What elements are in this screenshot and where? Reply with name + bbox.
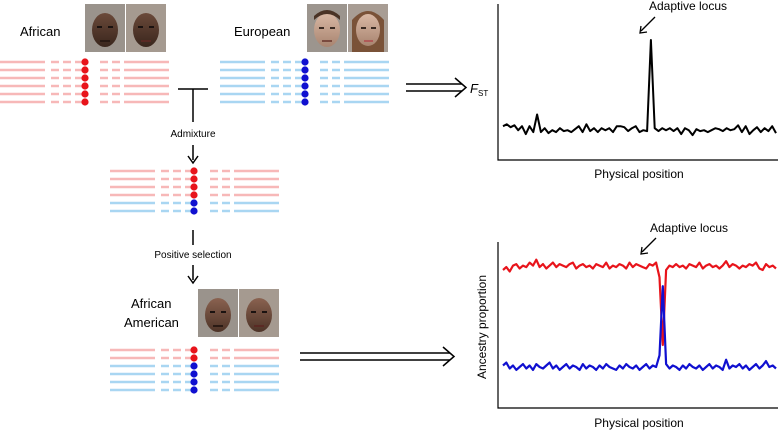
fst-ylabel-sub: ST: [478, 89, 488, 98]
selected-allele-dot: [190, 378, 198, 386]
selection-arrowhead: [187, 275, 199, 285]
selected-allele-dot: [190, 386, 198, 394]
haplotype-row: [110, 370, 279, 378]
haplotype-row: [0, 74, 169, 82]
selected-allele-dot: [190, 175, 198, 183]
haplotype-row: [0, 66, 169, 74]
haplotype-row: [0, 98, 169, 106]
african-american-label-line1: African: [131, 296, 171, 311]
haplotype-row: [0, 82, 169, 90]
selected-allele-dot: [190, 191, 198, 199]
haplotype-row: [110, 346, 279, 354]
ancestry-xlabel: Physical position: [594, 416, 683, 430]
fst-annotation-arrow: [640, 16, 656, 32]
selected-allele-dot: [190, 167, 198, 175]
selected-allele-dot: [301, 90, 309, 98]
haplotype-row: [220, 98, 389, 106]
selected-allele-dot: [81, 58, 89, 66]
african-haplotypes: [0, 58, 169, 106]
selected-allele-dot: [190, 362, 198, 370]
selected-allele-dot: [190, 183, 198, 191]
african-faces: [85, 4, 166, 52]
admixed-haplotypes: [110, 167, 279, 215]
haplotype-row: [220, 74, 389, 82]
face-photo-male-icon: [198, 289, 238, 337]
selected-allele-dot: [190, 199, 198, 207]
face-photo-male-icon: [85, 4, 125, 52]
face-photo-female-icon: [239, 289, 279, 337]
selected-allele-dot: [81, 66, 89, 74]
haplotype-row: [0, 90, 169, 98]
haplotype-row: [220, 58, 389, 66]
european-haplotypes: [220, 58, 389, 106]
fst-annotation: Adaptive locus: [649, 0, 727, 13]
ancestry-annotation-arrow: [641, 237, 657, 253]
selected-allele-dot: [301, 58, 309, 66]
haplotype-row: [110, 183, 279, 191]
selected-allele-dot: [301, 74, 309, 82]
selected-allele-dot: [81, 82, 89, 90]
haplotype-row: [110, 378, 279, 386]
fst-series-line: [502, 39, 777, 137]
fst-annotation-arrowhead: [639, 25, 648, 34]
haplotype-row: [110, 167, 279, 175]
admixture-arrowhead: [187, 155, 199, 165]
ancestry-ylabel: Ancestry proportion: [475, 275, 489, 379]
african-american-faces: [198, 289, 279, 337]
haplotype-row: [110, 354, 279, 362]
african-label: African: [20, 24, 60, 39]
european-ancestry-line: [502, 285, 777, 371]
selected-allele-dot: [81, 74, 89, 82]
ancestry-plot: Ancestry proportion Physical position Ad…: [475, 221, 778, 430]
haplotype-row: [220, 90, 389, 98]
ancestry-annotation: Adaptive locus: [650, 221, 728, 235]
haplotype-row: [110, 199, 279, 207]
fst-plot: F ST Physical position Adaptive locus: [470, 0, 778, 181]
african-american-label-line2: American: [124, 315, 179, 330]
selected-allele-dot: [301, 82, 309, 90]
haplotype-row: [220, 66, 389, 74]
ancestry-annotation-arrowhead: [640, 246, 649, 255]
african-ancestry-line: [502, 258, 777, 347]
selected-allele-dot: [190, 370, 198, 378]
haplotype-row: [220, 82, 389, 90]
african-american-haplotypes: [110, 346, 279, 394]
selected-allele-dot: [190, 207, 198, 215]
fst-axes: [497, 4, 778, 161]
haplotype-row: [0, 58, 169, 66]
selected-allele-dot: [301, 98, 309, 106]
admixture-connector: [178, 88, 208, 122]
face-photo-male-icon: [307, 4, 347, 52]
fst-xlabel: Physical position: [594, 167, 683, 181]
selected-allele-dot: [81, 90, 89, 98]
selected-allele-dot: [190, 346, 198, 354]
haplotype-row: [110, 362, 279, 370]
selected-allele-dot: [190, 354, 198, 362]
face-photo-female-icon: [126, 4, 166, 52]
double-arrow-to-ancestry: [300, 346, 456, 367]
fst-ylabel-main: F: [470, 81, 479, 96]
selected-allele-dot: [301, 66, 309, 74]
haplotype-row: [110, 386, 279, 394]
european-label: European: [234, 24, 290, 39]
haplotype-row: [110, 207, 279, 215]
european-faces: [307, 4, 388, 52]
ancestry-axes: [497, 242, 778, 409]
admixture-label: Admixture: [170, 129, 215, 140]
face-photo-female-icon: [348, 4, 388, 52]
double-arrow-to-fst: [406, 77, 468, 98]
haplotype-row: [110, 175, 279, 183]
haplotype-row: [110, 191, 279, 199]
positive-selection-label: Positive selection: [154, 250, 231, 261]
selected-allele-dot: [81, 98, 89, 106]
